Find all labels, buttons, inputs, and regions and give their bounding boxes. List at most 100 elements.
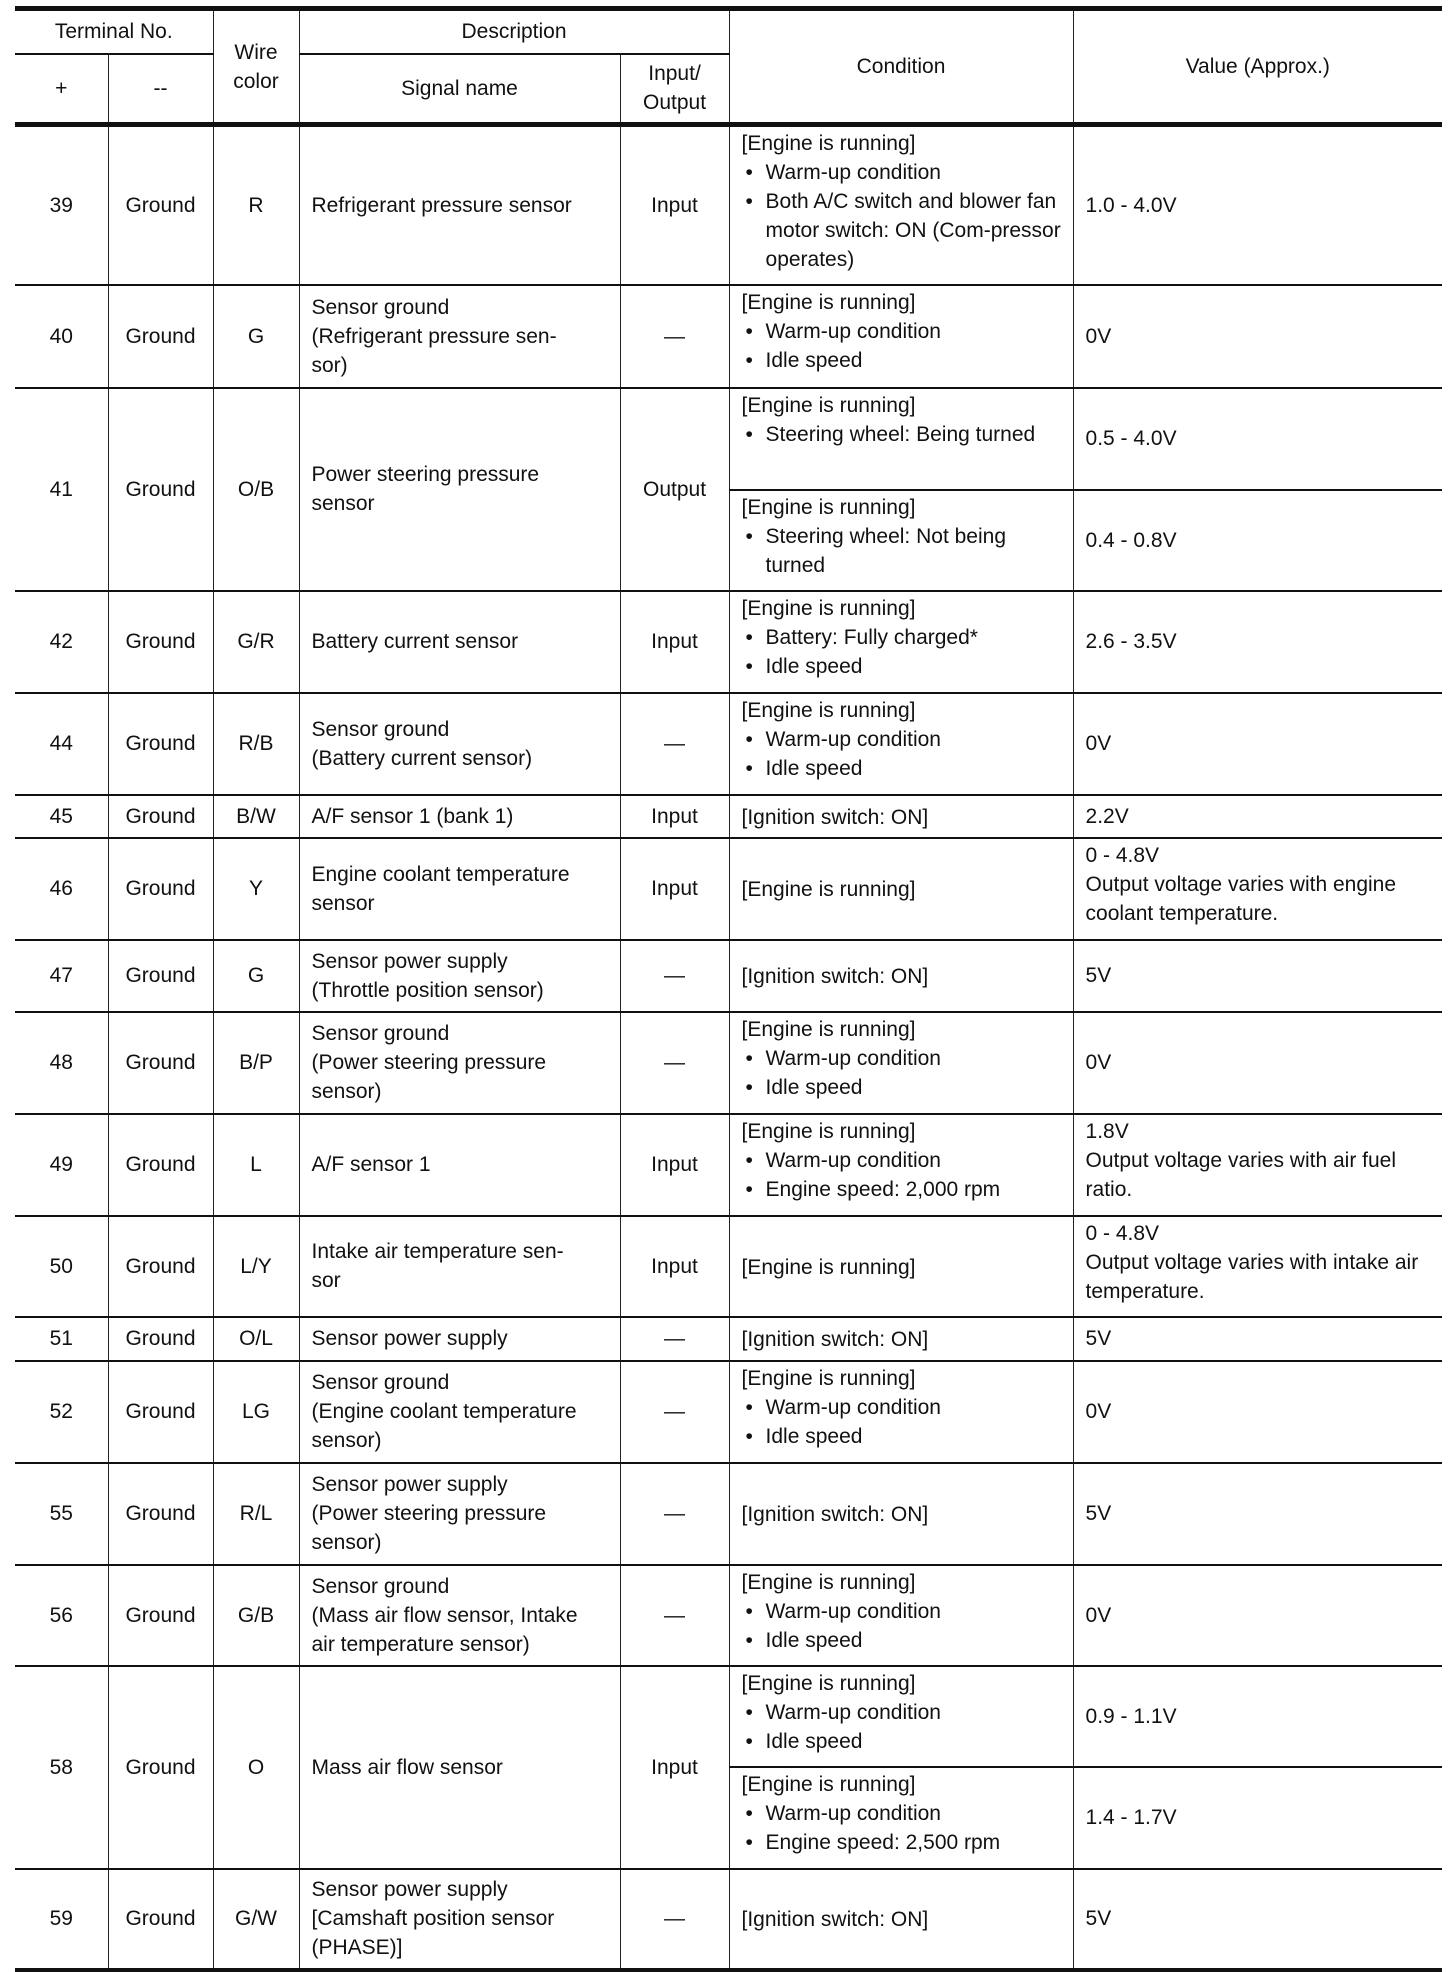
signal-name: A/F sensor 1 (298, 1112, 621, 1217)
value: 0V (1072, 691, 1443, 796)
terminal-minus: Ground (107, 938, 214, 1013)
value-line: 0 - 4.8V (1085, 1221, 1160, 1245)
condition-heading: [Engine is running] (741, 393, 916, 417)
value-line: Output voltage varies with air fuel rati… (1085, 1148, 1397, 1201)
wire-color: G/B (212, 1563, 300, 1667)
value-line: 1.0 - 4.0V (1085, 193, 1177, 217)
condition-heading: [Ignition switch: ON] (741, 1503, 929, 1526)
condition-heading: [Ignition switch: ON] (741, 805, 929, 829)
value-line: 0V (1085, 1603, 1112, 1627)
condition-list: Warm-up conditionIdle speed (742, 317, 1067, 375)
terminal-plus: 48 (15, 1010, 109, 1115)
signal-name: Battery current sensor (298, 589, 621, 694)
wire-color: G/R (212, 589, 300, 694)
header-signal-name: Signal name (298, 52, 621, 126)
condition-list: Warm-up conditionIdle speed (742, 1698, 1067, 1756)
signal-name-line: (Power steering pressure (311, 1051, 547, 1074)
condition-item: Warm-up condition (742, 158, 1067, 187)
terminal-plus: 45 (15, 793, 109, 839)
signal-name-line: Sensor ground (311, 1371, 450, 1394)
terminal-plus: 52 (15, 1359, 109, 1464)
wire-color: Y (212, 836, 300, 941)
terminal-plus: 50 (15, 1214, 109, 1318)
condition-item: Warm-up condition (742, 725, 1067, 754)
condition-item: Warm-up condition (742, 1597, 1067, 1626)
header-minus: -- (107, 52, 214, 126)
condition: [Engine is running] Steering wheel: Not b… (729, 488, 1074, 592)
terminal-minus: Ground (107, 1112, 214, 1217)
terminal-plus: 49 (15, 1112, 109, 1217)
condition: [Ignition switch: ON] (728, 1461, 1074, 1566)
input-output: — (619, 938, 730, 1013)
value: 0.9 - 1.1V (1072, 1664, 1443, 1768)
signal-name-line: Sensor ground (311, 1022, 450, 1045)
wire-color: O/L (212, 1315, 300, 1362)
wire-color: B/W (212, 793, 300, 839)
table-row: 40 Ground G Sensor ground (Refrigerant press… (15, 283, 1443, 389)
condition: [Engine is running] Warm-up conditionIdle… (728, 1359, 1074, 1464)
wire-color: G (212, 283, 300, 389)
signal-name-line: sensor) (311, 1531, 382, 1554)
value: 0.5 - 4.0V (1072, 386, 1443, 491)
signal-name-line: Sensor power supply (311, 1327, 508, 1350)
input-output: — (619, 1461, 730, 1566)
input-output: — (619, 283, 730, 389)
condition-list: Steering wheel: Not being turned (742, 522, 1067, 580)
table-row: 41 Ground O/B Power steering pressure sensor… (15, 386, 1443, 592)
input-output: Input (619, 1112, 730, 1217)
condition-heading: [Engine is running] (741, 698, 916, 722)
terminal-plus: 59 (15, 1867, 109, 1972)
signal-name-line: A/F sensor 1 (311, 1153, 431, 1176)
value-line: 0V (1085, 732, 1112, 755)
terminal-plus: 41 (15, 386, 109, 592)
table-row: 42 Ground G/R Battery current sensor Input [E… (15, 589, 1443, 694)
signal-name-line: (PHASE)] (311, 1936, 403, 1959)
condition: [Engine is running] Warm-up conditionIdle… (728, 283, 1074, 389)
signal-name-line: (Engine coolant temperature (311, 1400, 577, 1423)
header-wire-color: Wire color (212, 6, 300, 126)
value-line: 5V (1085, 1502, 1112, 1525)
value-line: 5V (1085, 1907, 1112, 1930)
input-output: Input (619, 793, 730, 839)
value: 2.6 - 3.5V (1072, 589, 1443, 694)
table-row: 39 Ground R Refrigerant pressure sensor Inpu… (15, 122, 1443, 286)
signal-name: Sensor power supply [Camshaft position se… (298, 1867, 621, 1972)
table-row: 46 Ground Y Engine coolant temperature senso… (15, 836, 1443, 941)
signal-name-line: Mass air flow sensor (311, 1755, 503, 1779)
value: 0V (1072, 1563, 1443, 1667)
value: 0V (1072, 283, 1443, 389)
table-row: 49 Ground L A/F sensor 1 Input [Engine is run… (15, 1112, 1443, 1217)
value-line: 0.4 - 0.8V (1085, 528, 1177, 552)
condition-heading: [Engine is running] (741, 1671, 916, 1695)
condition-item: Idle speed (742, 346, 1067, 375)
table-row: 50 Ground L/Y Intake air temperature sen-so… (15, 1214, 1443, 1318)
condition-item: Both A/C switch and blower fan motor swi… (742, 187, 1067, 274)
header-plus: + (15, 52, 109, 126)
terminal-plus: 51 (15, 1315, 109, 1362)
value: 0 - 4.8V Output voltage varies with intak… (1072, 1214, 1443, 1318)
signal-name-line: Sensor ground (311, 1574, 450, 1598)
condition-heading: [Engine is running] (741, 878, 916, 901)
value: 0V (1072, 1010, 1443, 1115)
signal-name: Sensor power supply (298, 1315, 621, 1362)
condition-heading: [Engine is running] (741, 1017, 916, 1041)
terminal-minus: Ground (107, 1214, 214, 1318)
condition-list: Warm-up conditionIdle speed (742, 1393, 1067, 1451)
signal-name-line: sensor (311, 492, 375, 515)
condition-list: Steering wheel: Being turned (742, 420, 1067, 449)
condition-item: Battery: Fully charged* (742, 623, 1067, 652)
condition-heading: [Engine is running] (741, 1255, 916, 1279)
input-output: — (619, 1010, 730, 1115)
condition: [Engine is running] (728, 836, 1074, 941)
signal-name: Engine coolant temperature sensor (298, 836, 621, 941)
signal-name-line: Intake air temperature sen- (311, 1240, 564, 1263)
signal-name: Power steering pressure sensor (298, 386, 621, 592)
table-row: 47 Ground G Sensor power supply (Throttle po… (15, 938, 1443, 1013)
condition-item: Idle speed (742, 1422, 1067, 1451)
input-output: — (619, 1867, 730, 1972)
header-value: Value (Approx.) (1072, 6, 1443, 126)
terminal-minus: Ground (107, 691, 214, 796)
condition: [Ignition switch: ON] (728, 1315, 1074, 1362)
condition-list: Warm-up conditionBoth A/C switch and blo… (742, 158, 1067, 274)
input-output: Input (619, 589, 730, 694)
